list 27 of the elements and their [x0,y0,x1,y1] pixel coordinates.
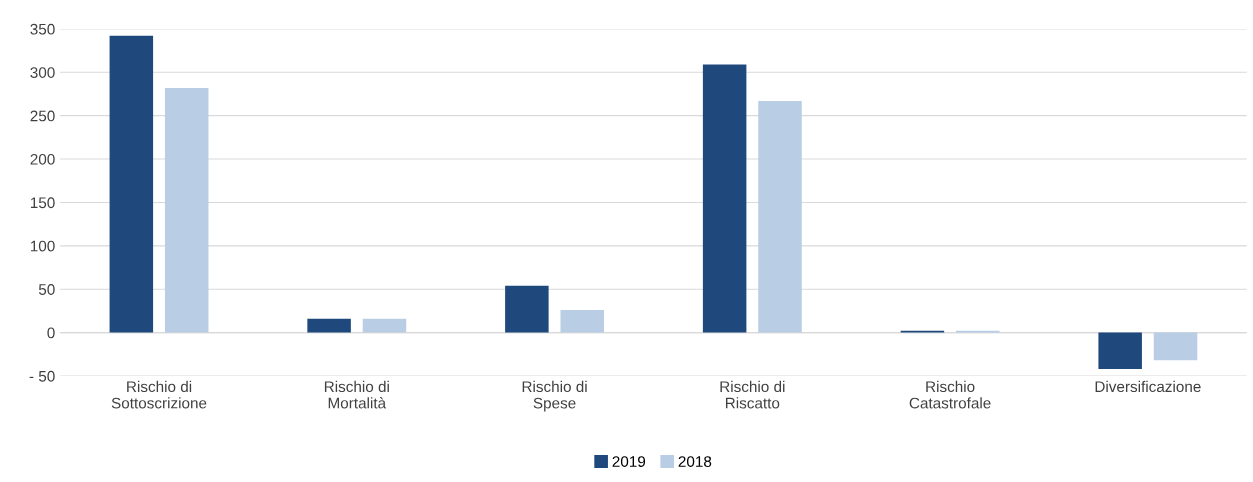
y-tick-label: 50 [38,284,55,295]
bar [758,100,802,333]
y-tick-label: 100 [30,240,55,252]
x-tick-label: Diversificazione [1095,380,1201,393]
bar [1153,332,1198,361]
bar [362,318,407,333]
y-tick-label: 300 [30,67,55,78]
x-tick-label: Rischio di Mortalità [324,380,389,409]
x-tick-label: Rischio Catastrofale [909,380,991,409]
bar [505,285,549,333]
x-tick-label: Rischio di Sottoscrizione [111,380,207,409]
bar [560,310,604,333]
y-tick-label: 350 [30,23,55,35]
bar [164,87,209,333]
legend-label: 2019 [612,456,646,467]
y-tick-label: 250 [30,110,55,122]
x-tick-label: Rischio di Spese [522,380,587,412]
bar [702,64,747,333]
bar [109,35,154,333]
bar [1098,332,1142,370]
y-tick-label: - 50 [29,370,55,382]
y-tick-label: 200 [30,153,55,165]
y-tick-label: 150 [30,197,55,209]
y-tick-label: 0 [47,327,55,339]
x-tick-label: Rischio di Riscatto [720,380,785,409]
bar [307,318,351,333]
legend-label: 2018 [678,456,712,467]
